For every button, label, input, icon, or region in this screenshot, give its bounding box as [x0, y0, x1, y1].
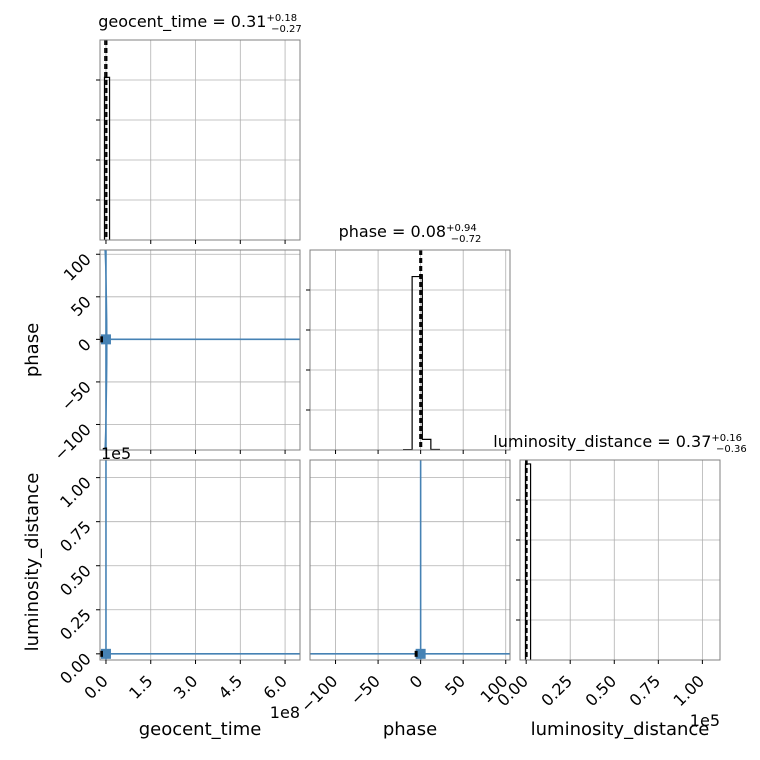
diag-luminosity_distance-title: luminosity_distance = 0.37+0.16 −0.36: [493, 432, 746, 455]
xtick-label-luminosity_distance-4: 1.00: [670, 671, 709, 710]
xtick-label-geocent_time-3: 4.5: [215, 671, 246, 702]
xlabel-geocent_time: geocent_time: [139, 719, 262, 740]
ytick-label-phase-2: 0: [74, 335, 95, 356]
xtick-label-geocent_time-0: 0.0: [80, 671, 111, 702]
xtick-label-phase-1: −50: [347, 671, 384, 708]
diag-geocent_time-title: geocent_time = 0.31+0.18 −0.27: [98, 12, 302, 35]
panel-luminosity_distance-vs-phase-density-point: [415, 648, 426, 659]
xtick-label-geocent_time-1: 1.5: [125, 671, 156, 702]
diag-luminosity_distance-histogram: [524, 463, 532, 660]
x-offset-label-geocent_time: 1e8: [270, 703, 300, 722]
ylabel-luminosity_distance: luminosity_distance: [22, 473, 43, 652]
diag-luminosity_distance-frame: [519, 459, 721, 661]
xtick-label-luminosity_distance-2: 0.50: [581, 671, 620, 710]
panel-luminosity_distance-vs-geocent_time-frame: [99, 459, 301, 661]
xtick-label-phase-0: −100: [297, 671, 342, 716]
ytick-label-luminosity_distance-2: 0.50: [56, 561, 95, 600]
panel-luminosity_distance-vs-geocent_time-density-point: [100, 648, 111, 659]
panel-phase-vs-geocent_time-contour-spike: [104, 249, 108, 451]
ytick-label-luminosity_distance-3: 0.75: [56, 517, 95, 556]
panel-luminosity_distance-vs-geocent_time-samples: [99, 650, 103, 657]
diag-phase-frame: [309, 249, 511, 451]
diag-geocent_time-frame: [99, 39, 301, 241]
panel-luminosity_distance-vs-phase-frame: [309, 459, 511, 661]
xlabel-luminosity_distance: luminosity_distance: [531, 719, 710, 740]
ytick-label-phase-3: 50: [67, 292, 95, 320]
panel-phase-vs-geocent_time-frame: [99, 249, 301, 451]
ytick-label-phase-1: −50: [58, 377, 95, 414]
ytick-label-phase-4: 100: [60, 250, 95, 285]
xtick-label-phase-3: 50: [441, 671, 469, 699]
panel-phase-vs-geocent_time-density-point: [100, 334, 111, 345]
xtick-label-phase-2: 0: [406, 671, 427, 692]
y-offset-label: 1e5: [101, 444, 131, 463]
xtick-label-geocent_time-4: 6.0: [259, 671, 290, 702]
x-offset-label-luminosity_distance: 1e5: [690, 711, 720, 730]
ytick-label-phase-0: −100: [50, 420, 95, 465]
xtick-label-geocent_time-2: 3.0: [170, 671, 201, 702]
panel-phase-vs-geocent_time-samples: [99, 336, 103, 343]
ytick-label-luminosity_distance-1: 0.25: [56, 605, 95, 644]
xtick-label-luminosity_distance-3: 0.75: [626, 671, 665, 710]
ytick-label-luminosity_distance-4: 1.00: [56, 473, 95, 512]
panel-luminosity_distance-vs-phase-samples: [414, 650, 418, 657]
ylabel-phase: phase: [22, 323, 43, 377]
xtick-label-luminosity_distance-1: 0.25: [537, 671, 576, 710]
diag-geocent_time-histogram: [103, 76, 111, 240]
xlabel-phase: phase: [383, 719, 437, 740]
diag-phase-title: phase = 0.08+0.94 −0.72: [339, 222, 482, 245]
